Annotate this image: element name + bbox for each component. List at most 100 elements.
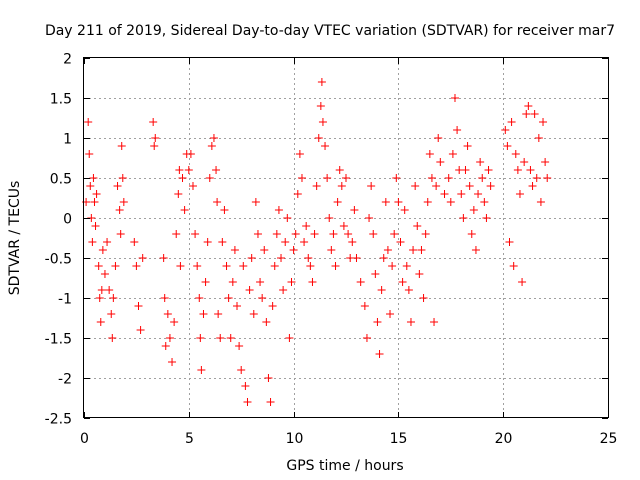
y-axis-label: SDTVAR / TECUs xyxy=(7,181,23,296)
data-point xyxy=(367,182,376,190)
data-point xyxy=(503,142,512,150)
data-point xyxy=(365,214,374,222)
y-tick-label: -2.5 xyxy=(45,412,72,428)
data-point xyxy=(509,262,518,270)
data-point xyxy=(373,318,382,326)
data-point xyxy=(369,230,378,238)
data-point xyxy=(176,262,185,270)
data-point xyxy=(134,302,143,310)
data-point xyxy=(96,318,105,326)
data-point xyxy=(482,214,491,222)
y-tick-label: -1 xyxy=(58,292,72,308)
chart-title: Day 211 of 2019, Sidereal Day-to-day VTE… xyxy=(45,23,615,39)
data-point xyxy=(344,230,353,238)
data-point xyxy=(463,142,472,150)
y-tick-label: -0.5 xyxy=(45,252,72,268)
data-point xyxy=(283,214,292,222)
data-point xyxy=(201,278,210,286)
data-point xyxy=(237,366,246,374)
data-point xyxy=(402,262,411,270)
data-points xyxy=(82,78,552,406)
data-point xyxy=(212,166,221,174)
plot-frame xyxy=(83,57,609,418)
data-point xyxy=(459,214,468,222)
data-point xyxy=(306,262,315,270)
data-point xyxy=(486,182,495,190)
data-point xyxy=(243,398,252,406)
data-point xyxy=(513,166,522,174)
data-point xyxy=(342,174,350,182)
data-point xyxy=(526,166,535,174)
data-point xyxy=(430,318,439,326)
x-tick-label: 5 xyxy=(185,431,194,447)
data-point xyxy=(484,166,493,174)
data-point xyxy=(247,254,256,262)
data-point xyxy=(90,198,99,206)
data-point xyxy=(262,318,271,326)
data-point xyxy=(467,230,476,238)
data-point xyxy=(272,230,281,238)
data-point xyxy=(501,126,510,134)
data-point xyxy=(327,246,336,254)
data-point xyxy=(84,118,93,126)
y-tick-label: 0.5 xyxy=(50,172,72,188)
data-point xyxy=(436,158,445,166)
data-point xyxy=(356,278,365,286)
data-point xyxy=(117,142,126,150)
data-point xyxy=(160,294,169,302)
data-point xyxy=(379,254,388,262)
data-point xyxy=(209,134,218,142)
data-point xyxy=(539,118,548,126)
data-point xyxy=(362,334,371,342)
data-point xyxy=(281,238,290,246)
data-point xyxy=(193,262,202,270)
data-point xyxy=(97,286,106,294)
x-tick-label: 15 xyxy=(390,431,408,447)
data-point xyxy=(226,334,235,342)
data-point xyxy=(203,238,212,246)
data-point xyxy=(111,262,120,270)
data-point xyxy=(197,366,206,374)
data-point xyxy=(448,150,457,158)
data-point xyxy=(541,158,550,166)
data-point xyxy=(138,254,147,262)
data-point xyxy=(168,358,177,366)
data-point xyxy=(316,102,325,110)
data-point xyxy=(312,182,321,190)
data-point xyxy=(423,198,432,206)
data-point xyxy=(108,334,117,342)
data-point xyxy=(520,158,529,166)
data-point xyxy=(289,246,298,254)
data-point xyxy=(419,294,428,302)
data-point xyxy=(165,334,174,342)
data-point xyxy=(260,246,269,254)
data-point xyxy=(175,166,184,174)
data-point xyxy=(285,334,294,342)
data-point xyxy=(434,134,443,142)
data-point xyxy=(89,174,98,182)
data-point xyxy=(536,198,545,206)
y-tick-label: 1 xyxy=(63,132,72,148)
data-point xyxy=(450,94,459,102)
data-point xyxy=(425,150,434,158)
data-point xyxy=(396,238,405,246)
y-tick-label: 1.5 xyxy=(50,92,72,108)
data-point xyxy=(224,294,233,302)
data-point xyxy=(107,310,116,318)
data-point xyxy=(329,230,338,238)
data-point xyxy=(170,318,179,326)
data-point xyxy=(507,118,516,126)
data-point xyxy=(415,270,424,278)
data-point xyxy=(409,246,418,254)
data-point xyxy=(511,150,520,158)
data-point xyxy=(85,150,94,158)
y-tick-label: 0 xyxy=(63,212,72,228)
x-tick-label: 10 xyxy=(286,431,304,447)
y-tick-label: -2 xyxy=(58,372,72,388)
data-point xyxy=(274,206,283,214)
data-point xyxy=(159,254,168,262)
data-point xyxy=(331,262,340,270)
data-point xyxy=(350,206,359,214)
data-point xyxy=(427,174,436,182)
